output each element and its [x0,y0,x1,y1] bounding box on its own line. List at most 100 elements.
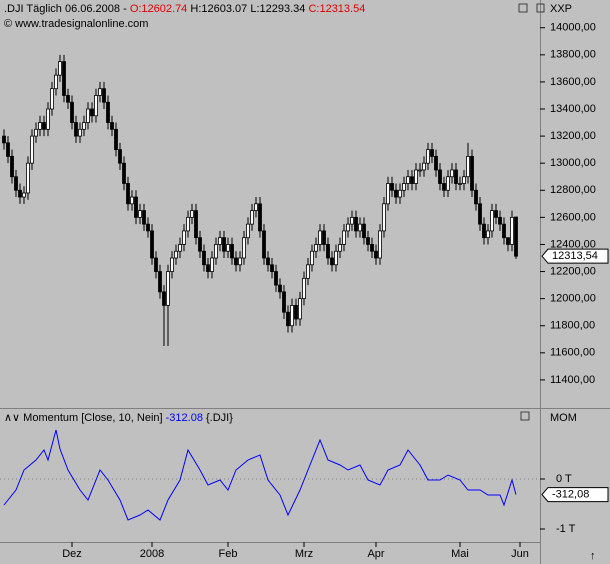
candle-body [322,230,326,245]
y-tick-label: -1 T [556,523,576,535]
candle-body [398,189,402,198]
candle-body [450,169,454,178]
x-tick-label: 2008 [140,548,164,560]
candle-body [414,169,418,184]
candle-body [154,257,158,272]
candle-body [82,122,86,130]
panel-icon[interactable] [536,3,545,13]
candle-body [506,237,510,245]
last-value-label: -312,08 [552,489,589,501]
candle-body [418,169,422,172]
candle-body [138,210,142,218]
candle-body [106,101,110,123]
candle-body [350,216,354,225]
y-tick-label: 11400,00 [550,374,595,386]
candle-body [302,277,306,300]
candle-body [166,271,170,306]
candle-body [234,257,238,266]
corner-label: XXP [550,3,572,15]
last-value-label: 12313,54 [552,250,598,262]
candle-body [274,271,278,286]
candle-body [178,244,182,252]
candle-body [262,230,266,259]
panel-icon[interactable] [520,411,530,421]
candle-body [18,189,22,198]
candle-body [10,156,14,178]
candle-body [78,128,82,137]
candle-body [422,162,426,171]
y-tick-label: 13400,00 [550,103,596,115]
candle-body [406,176,410,184]
scroll-arrow[interactable]: ↑ [590,550,596,562]
candle-body [198,237,202,252]
candle-body [286,311,290,327]
chart-header: .DJI Täglich 06.06.2008 - O:12602.74 H:1… [4,3,365,15]
candle-body [502,223,506,239]
candle-body [170,257,174,272]
candle-body [326,244,330,259]
y-tick-label: 13600,00 [550,76,596,88]
candle-body [214,244,218,259]
candle-body [6,142,10,157]
candle-body [478,203,482,225]
candle-body [254,203,258,211]
candle-body [42,122,46,130]
candle-body [186,216,190,232]
candle-body [190,210,194,218]
candle-body [514,216,518,257]
candle-body [334,250,338,266]
candle-body [146,223,150,232]
candle-body [298,298,302,320]
candle-body [98,88,102,96]
candle-body [102,88,106,103]
y-tick-label: 0 T [556,473,572,485]
candle-body [270,264,274,272]
candle-body [70,101,74,123]
candle-body [470,156,474,191]
candle-body [382,203,386,232]
candle-body [86,108,90,123]
candle-body [282,291,286,313]
panel-icon[interactable] [518,3,528,13]
candle-body [442,183,446,191]
candle-body [290,305,294,327]
indicator-corner: MOM [550,412,577,424]
candle-body [454,169,458,184]
low-label: L:12293.34 [250,3,305,15]
y-tick-label: 11600,00 [550,347,595,359]
y-tick-label: 11800,00 [550,320,595,332]
candle-body [258,203,262,232]
candle-body [330,257,334,266]
candle-body [458,183,462,185]
y-tick-label: 13000,00 [550,157,596,169]
candle-body [202,250,206,266]
candle-body [246,223,250,239]
candle-body [158,271,162,293]
candle-body [22,192,26,198]
candle-body [142,210,146,225]
candle-body [218,237,222,245]
close-label: C:12313.54 [308,3,365,15]
candle-body [494,210,498,218]
candle-body [346,223,350,232]
candle-body [490,210,494,232]
candle-body [318,230,322,245]
candle-body [278,284,282,293]
y-tick-label: 12000,00 [550,293,596,305]
candle-body [238,257,242,266]
candle-body [182,230,186,245]
candle-body [378,230,382,259]
candle-body [314,244,318,252]
x-tick-label: Mai [451,548,469,560]
candle-body [362,223,366,239]
x-tick-label: Apr [367,548,384,560]
y-tick-label: 12200,00 [550,265,596,277]
candle-body [90,108,94,117]
candle-body [358,223,362,232]
candle-body [434,156,438,171]
candle-body [210,257,214,272]
candle-body [130,196,134,205]
copyright: © www.tradesignalonline.com [4,18,148,30]
x-tick-label: Dez [62,548,82,560]
